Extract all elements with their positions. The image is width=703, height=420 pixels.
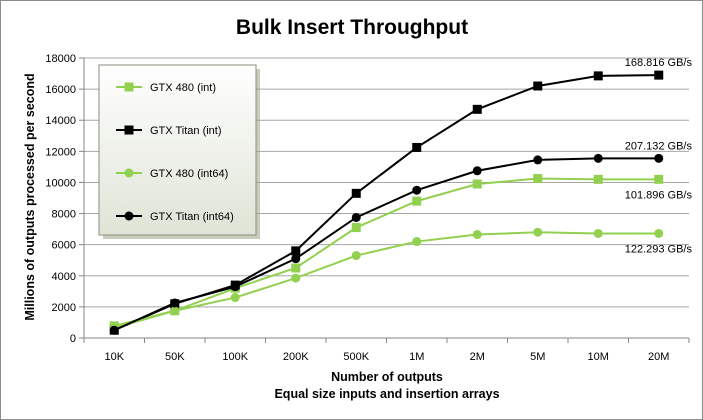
x-axis-title-line1: Number of outputs bbox=[331, 370, 443, 384]
data-point bbox=[472, 166, 482, 176]
value-annotation: 168.816 GB/s bbox=[625, 57, 693, 69]
y-tick-label: 2000 bbox=[52, 302, 76, 314]
data-point bbox=[412, 196, 422, 206]
data-point bbox=[412, 142, 422, 152]
data-point bbox=[412, 185, 422, 195]
x-tick-label: 5M bbox=[530, 351, 545, 363]
data-point bbox=[593, 153, 603, 163]
y-tick-label: 6000 bbox=[52, 240, 76, 252]
x-axis-title-line2: Equal size inputs and insertion arrays bbox=[274, 387, 499, 401]
y-tick-label: 12000 bbox=[45, 146, 76, 158]
legend-item: GTX 480 (int) bbox=[116, 82, 216, 94]
data-point bbox=[291, 254, 301, 264]
data-point bbox=[533, 174, 543, 184]
value-annotation: 101.896 GB/s bbox=[625, 189, 693, 201]
data-point bbox=[472, 104, 482, 114]
x-tick-label: 2M bbox=[470, 351, 485, 363]
data-point bbox=[170, 306, 180, 316]
data-point bbox=[351, 188, 361, 198]
data-point bbox=[654, 153, 664, 163]
value-annotation: 207.132 GB/s bbox=[625, 140, 693, 152]
legend-item: GTX 480 (int64) bbox=[116, 168, 228, 180]
series-2 bbox=[109, 227, 664, 333]
data-point bbox=[654, 174, 664, 184]
y-tick-labels: 0 2000 4000 6000 8000 10000 12000 14000 16000 180… bbox=[45, 53, 76, 345]
data-point bbox=[124, 211, 134, 221]
x-tick-label: 20M bbox=[648, 351, 669, 363]
x-tick-label: 200K bbox=[283, 351, 309, 363]
data-point bbox=[230, 282, 240, 292]
data-point bbox=[291, 263, 301, 273]
value-annotation: 122.293 GB/s bbox=[625, 243, 693, 255]
data-point bbox=[533, 227, 543, 237]
y-tick-label: 14000 bbox=[45, 115, 76, 127]
data-point bbox=[291, 273, 301, 283]
data-point bbox=[109, 325, 119, 335]
legend-label: GTX 480 (int) bbox=[150, 82, 216, 94]
y-tick-label: 4000 bbox=[52, 271, 76, 283]
data-point bbox=[593, 174, 603, 184]
legend: GTX 480 (int) GTX Titan (int) GTX 480 (int… bbox=[98, 64, 260, 239]
data-point bbox=[593, 228, 603, 238]
data-point bbox=[533, 155, 543, 165]
y-tick-label: 10000 bbox=[45, 177, 76, 189]
y-tick-label: 8000 bbox=[52, 209, 76, 221]
legend-box bbox=[98, 64, 257, 236]
series-3 bbox=[109, 153, 664, 335]
data-point bbox=[533, 81, 543, 91]
data-point bbox=[351, 212, 361, 222]
legend-label: GTX Titan (int) bbox=[150, 125, 222, 137]
data-point bbox=[124, 82, 134, 92]
data-point bbox=[124, 168, 134, 178]
x-tick-label: 10M bbox=[588, 351, 609, 363]
data-point bbox=[124, 125, 134, 135]
x-tick-label: 500K bbox=[343, 351, 369, 363]
legend-label: GTX Titan (int64) bbox=[150, 211, 234, 223]
data-point bbox=[412, 237, 422, 247]
chart-title: Bulk Insert Throughput bbox=[236, 16, 468, 39]
series-line bbox=[113, 157, 659, 332]
data-point bbox=[654, 228, 664, 238]
data-point bbox=[472, 179, 482, 189]
data-point bbox=[351, 223, 361, 233]
x-tick-label: 10K bbox=[104, 351, 124, 363]
legend-label: GTX 480 (int64) bbox=[150, 168, 228, 180]
data-point bbox=[593, 71, 603, 81]
y-tick-label: 18000 bbox=[45, 53, 76, 65]
legend-item: GTX Titan (int64) bbox=[116, 211, 234, 223]
data-point bbox=[291, 246, 301, 256]
data-point bbox=[230, 293, 240, 303]
series-line bbox=[114, 177, 659, 327]
x-tick-labels: 10K 50K 100K 200K 500K 1M 2M 5M 10M 20M bbox=[104, 351, 669, 363]
series-group bbox=[109, 70, 664, 335]
x-tick-label: 1M bbox=[409, 351, 424, 363]
x-tick-label: 100K bbox=[222, 351, 248, 363]
data-point bbox=[351, 251, 361, 261]
axes bbox=[79, 57, 690, 343]
y-tick-label: 16000 bbox=[45, 84, 76, 96]
annotations: 168.816 GB/s 207.132 GB/s 101.896 GB/s 122.… bbox=[625, 57, 693, 255]
data-point bbox=[170, 298, 180, 308]
series-line bbox=[113, 231, 659, 329]
y-tick-label: 0 bbox=[70, 333, 76, 345]
data-point bbox=[654, 70, 664, 80]
x-tick-label: 50K bbox=[165, 351, 185, 363]
data-point bbox=[472, 230, 482, 240]
legend-item: GTX Titan (int) bbox=[116, 125, 222, 137]
y-axis-title: Millions of outputs processed per second bbox=[23, 73, 37, 320]
